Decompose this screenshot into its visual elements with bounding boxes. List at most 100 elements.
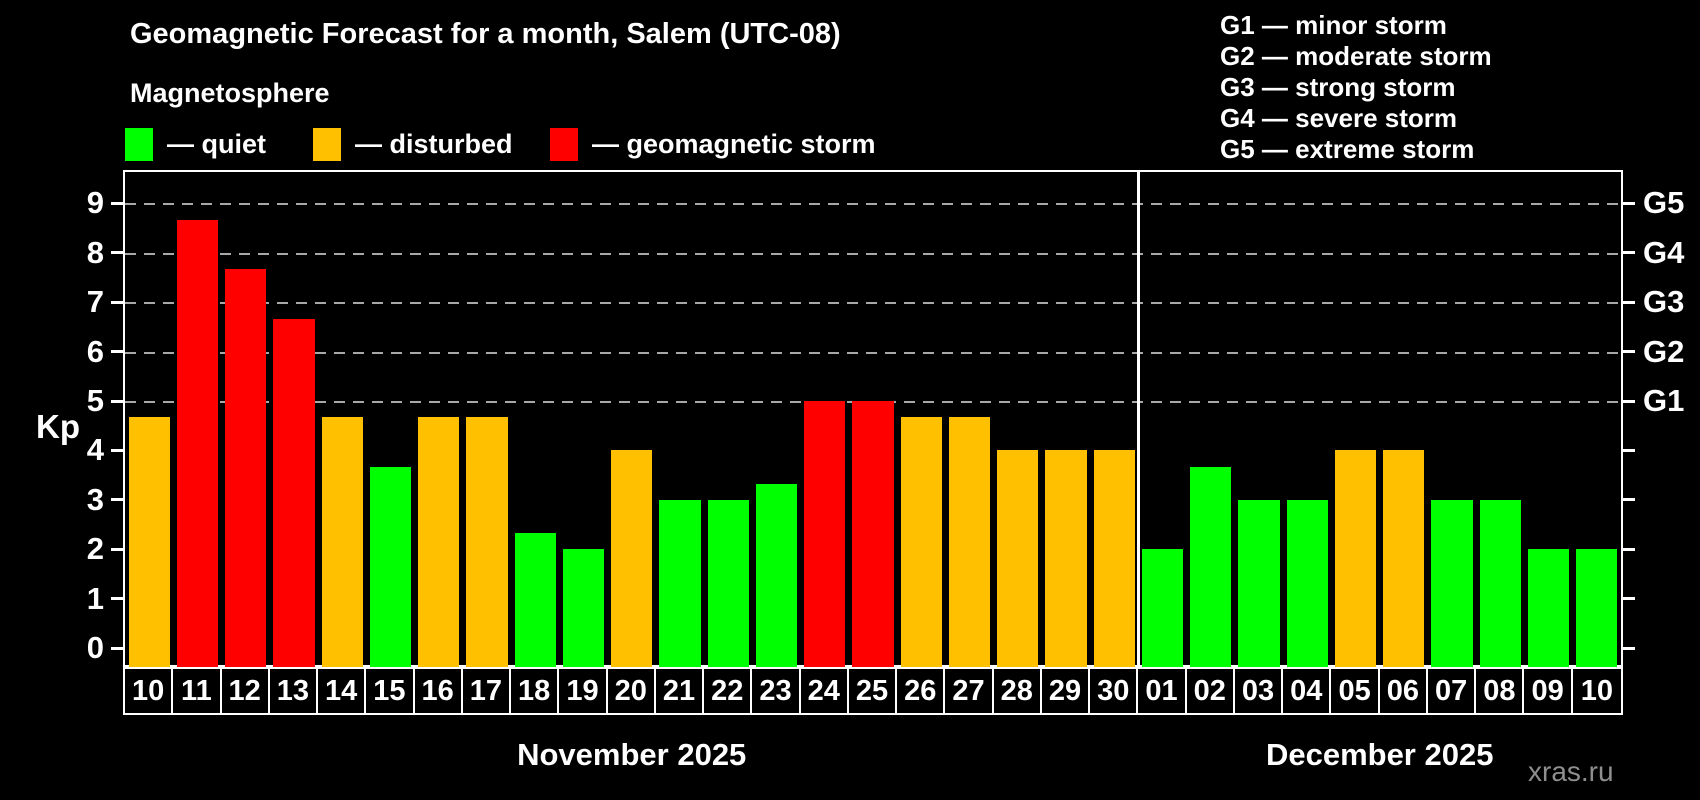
y-tick-label-8: 8 [86, 234, 104, 270]
day-label: 09 [1524, 669, 1573, 713]
day-label: 25 [849, 669, 898, 713]
legend-label-quiet: — quiet [167, 129, 266, 159]
y-tick-label-1: 1 [86, 580, 104, 616]
kp-bar-day-01-dec [1141, 549, 1184, 667]
kp-bar-day-25-nov [852, 401, 894, 667]
day-label: 16 [415, 669, 463, 713]
day-label: 21 [656, 669, 705, 713]
quiet-color-swatch [125, 128, 153, 161]
day-label: 04 [1283, 669, 1332, 713]
right-tick-kp7 [1623, 300, 1635, 304]
kp-bar-day-15-nov [369, 466, 412, 667]
legend-label-storm: — geomagnetic storm [592, 129, 876, 159]
gridline-kp8 [125, 252, 1621, 255]
kp-bar-day-03-dec [1238, 499, 1280, 667]
disturbed-color-swatch [313, 128, 341, 161]
kp-bar-day-06-dec [1383, 450, 1425, 667]
day-label: 15 [366, 669, 415, 713]
left-tick-kp5 [111, 399, 123, 403]
kp-bar-day-11-nov [176, 219, 218, 667]
y-tick-label-0: 0 [86, 630, 104, 665]
left-tick-kp8 [111, 251, 123, 255]
day-label: 26 [897, 669, 946, 713]
day-label: 10 [125, 669, 174, 713]
x-axis-day-labels: 10 11 12 13 14 15 16 17 18 19 20 21 22 23 24 25 26 27 28 29… [123, 667, 1623, 715]
day-label: 10 [1580, 674, 1613, 707]
right-tick-kp0 [1623, 646, 1635, 650]
day-label: 14 [318, 669, 367, 713]
month-label-december: December 2025 [1265, 737, 1494, 772]
day-label: 19 [559, 669, 608, 713]
watermark: xras.ru [1528, 756, 1614, 787]
g-scale-legend: G1 — minor storm G2 — moderate storm G3 … [1220, 10, 1492, 165]
g5-legend-line: G5 — extreme storm [1220, 134, 1475, 164]
day-label: 30 [1090, 669, 1139, 713]
y-tick-label-2: 2 [86, 531, 104, 567]
day-label: 29 [1042, 669, 1091, 713]
g1-legend-line: G1 — minor storm [1220, 10, 1447, 40]
legend-item-disturbed: — disturbed [313, 128, 513, 161]
gridline-kp9 [125, 203, 1621, 206]
day-label: 12 [222, 669, 270, 713]
kp-bar-day-07-dec [1431, 499, 1473, 667]
right-tick-kp3 [1623, 498, 1635, 502]
right-tick-kp2 [1623, 547, 1635, 551]
right-tick-kp6 [1623, 350, 1635, 354]
kp-bar-day-12-nov [225, 269, 267, 667]
y-tick-label-7: 7 [86, 284, 104, 320]
kp-bar-day-20-nov [611, 450, 653, 667]
legend-label-disturbed: — disturbed [355, 129, 513, 159]
right-axis-label-g5: G5 [1643, 185, 1685, 221]
left-tick-kp2 [111, 547, 123, 551]
chart-title: Geomagnetic Forecast for a month, Salem … [130, 18, 841, 50]
legend-item-quiet: — quiet [125, 128, 266, 161]
kp-bar-day-18-nov [514, 532, 556, 667]
day-label: 17 [463, 669, 512, 713]
day-label: 02 [1187, 669, 1235, 713]
day-label: 18 [511, 669, 560, 713]
gridline-kp6 [125, 351, 1621, 354]
month-separator-line [1136, 172, 1140, 665]
day-label: 07 [1428, 669, 1477, 713]
y-tick-label-6: 6 [86, 333, 104, 369]
y-tick-label-5: 5 [86, 383, 104, 418]
y-tick-label-4: 4 [86, 432, 104, 468]
right-tick-kp5 [1623, 399, 1635, 403]
right-axis-label-g2: G2 [1643, 333, 1685, 369]
kp-bar-day-22-nov [707, 499, 749, 667]
left-tick-kp4 [111, 448, 123, 452]
right-axis-label-g1: G1 [1643, 383, 1685, 418]
kp-bar-day-14-nov [321, 417, 363, 667]
left-tick-kp3 [111, 498, 123, 502]
kp-bar-day-26-nov [900, 417, 942, 667]
plot-area [123, 170, 1623, 667]
left-tick-kp7 [111, 300, 123, 304]
day-label: 28 [994, 669, 1042, 713]
right-tick-kp8 [1623, 251, 1635, 255]
g2-legend-line: G2 — moderate storm [1220, 41, 1492, 71]
kp-bar-day-09-dec [1527, 549, 1570, 667]
kp-bar-day-21-nov [659, 499, 701, 667]
right-axis-label-g4: G4 [1643, 234, 1685, 270]
day-label: 24 [801, 669, 849, 713]
g4-legend-line: G4 — severe storm [1220, 103, 1458, 133]
right-tick-kp9 [1623, 201, 1635, 205]
kp-bar-day-30-nov [1093, 450, 1135, 667]
month-label-november: November 2025 [517, 737, 747, 772]
y-tick-label-9: 9 [86, 185, 104, 221]
kp-bar-day-17-nov [466, 417, 508, 667]
kp-bar-day-29-nov [1045, 450, 1087, 667]
kp-bar-day-10-dec [1576, 549, 1618, 667]
day-label: 27 [945, 669, 994, 713]
g3-legend-line: G3 — strong storm [1220, 72, 1456, 102]
day-label: 13 [270, 669, 319, 713]
chart-subtitle: Magnetosphere [130, 78, 330, 108]
kp-bar-day-27-nov [948, 417, 991, 667]
day-label: 01 [1138, 669, 1187, 713]
y-axis-title: Kp [36, 408, 80, 445]
gridline-kp7 [125, 302, 1621, 305]
kp-bar-day-16-nov [418, 417, 460, 667]
day-label: 23 [752, 669, 801, 713]
y-tick-label-3: 3 [86, 481, 104, 517]
